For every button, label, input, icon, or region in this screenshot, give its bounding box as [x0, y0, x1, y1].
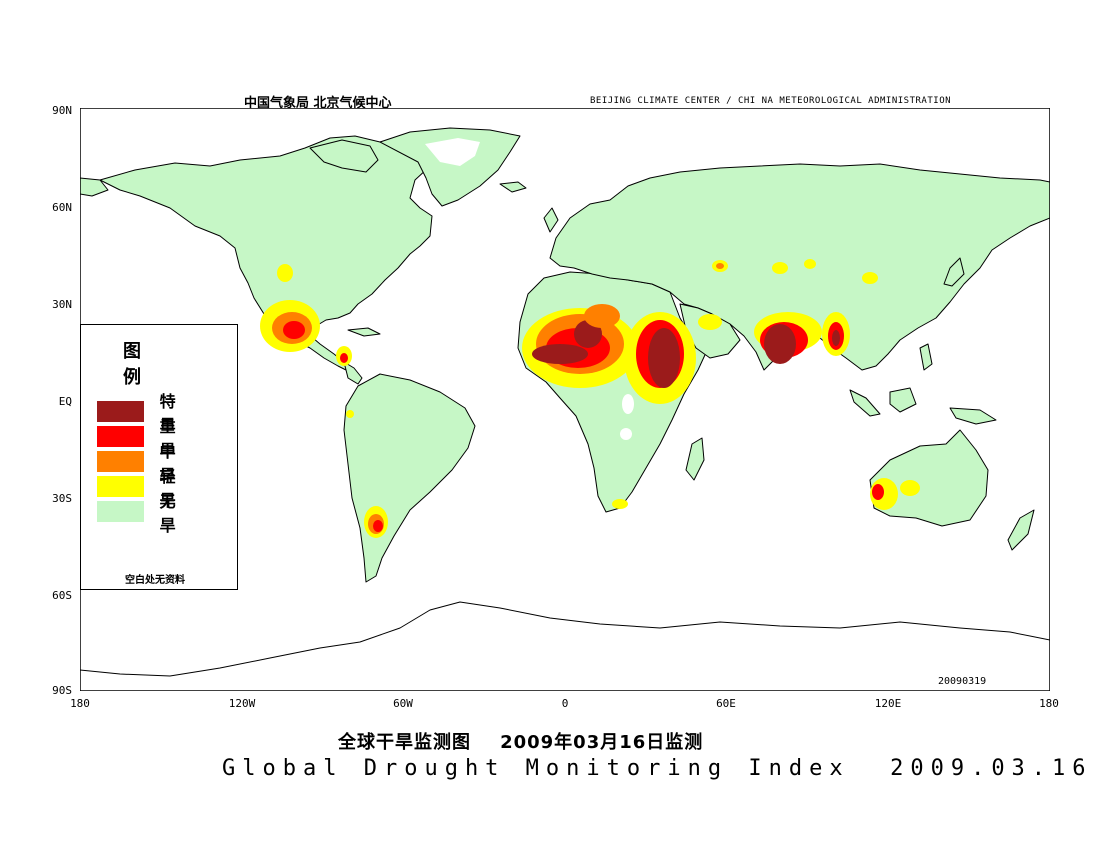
- drought-light-texas: [277, 264, 293, 282]
- drought-moderate-casia-1: [716, 263, 724, 269]
- land-borneo: [889, 387, 917, 413]
- lat-tick-90s: 90S: [52, 684, 72, 697]
- legend-item-extreme: 特 旱: [97, 392, 237, 435]
- lon-tick-120e: 120E: [874, 697, 902, 710]
- legend-swatch-extreme: [97, 401, 144, 422]
- land-australia: [869, 429, 989, 527]
- legend-note: 空白处无资料: [125, 575, 185, 586]
- land-arctic-islands: [309, 139, 379, 173]
- land-central-america: [343, 361, 363, 385]
- no-data-congo-2: [620, 428, 632, 440]
- drought-layer: [260, 259, 920, 538]
- land-madagascar: [685, 437, 705, 481]
- lon-tick-60w: 60W: [393, 697, 413, 710]
- drought-extreme-sahel: [532, 344, 588, 364]
- map-date-stamp: 20090319: [938, 676, 987, 687]
- lat-tick-60s: 60S: [52, 589, 72, 602]
- land-sumatra: [849, 389, 881, 417]
- lon-tick-0: 0: [561, 697, 569, 710]
- land-new-zealand: [1007, 509, 1035, 551]
- legend-item-none: 无 旱: [97, 492, 237, 535]
- legend-label-light: 轻 旱: [159, 466, 190, 510]
- lon-tick-120w: 120W: [228, 697, 256, 710]
- lon-tick-180e: 180: [1039, 697, 1059, 710]
- drought-severe-wa: [872, 484, 884, 500]
- land-cuba: [347, 327, 381, 337]
- legend-swatch-light: [97, 476, 144, 497]
- drought-severe-carib: [340, 353, 348, 363]
- greenland-icecap: [425, 138, 480, 166]
- land-japan: [943, 257, 965, 287]
- legend-label-moderate: 中 旱: [159, 441, 190, 485]
- lat-tick-60n: 60N: [52, 201, 72, 214]
- drought-extreme-india: [764, 324, 796, 364]
- legend-items: 特 旱 重 旱 中 旱 轻 旱 无 旱: [97, 392, 237, 535]
- lat-tick-30s: 30S: [52, 492, 72, 505]
- title-cn: 全球干旱监测图 2009年03月16日监测: [338, 732, 704, 753]
- land-uk: [543, 207, 559, 233]
- drought-light-casia-2: [772, 262, 788, 274]
- drought-extreme-horn: [648, 328, 680, 388]
- land-new-guinea: [949, 407, 997, 425]
- drought-extreme-seasia: [832, 330, 840, 346]
- land-antarctica: [80, 601, 1050, 691]
- land-philippines: [919, 343, 933, 371]
- lat-tick-eq: EQ: [58, 395, 72, 408]
- drought-light-casia-3: [804, 259, 816, 269]
- drought-light-south-africa: [612, 499, 628, 509]
- title-en: Global Drought Monitoring Index 2009.03.…: [222, 756, 1093, 781]
- drought-severe-argentina: [373, 520, 383, 532]
- lat-tick-90n: 90N: [52, 104, 72, 117]
- land-iceland: [499, 181, 527, 193]
- legend-swatch-severe: [97, 426, 144, 447]
- legend-swatch-none: [97, 501, 144, 522]
- no-data-congo-1: [622, 394, 634, 414]
- drought-light-peru: [346, 410, 354, 418]
- legend-item-severe: 重 旱: [97, 417, 237, 460]
- legend-label-none: 无 旱: [159, 491, 190, 535]
- drought-moderate-sahara: [584, 304, 620, 328]
- drought-severe-mexico: [283, 321, 305, 339]
- agency-en: BEIJING CLIMATE CENTER / CHI NA METEOROL…: [590, 96, 952, 106]
- legend-item-moderate: 中 旱: [97, 442, 237, 485]
- land-greenland: [379, 127, 521, 207]
- legend-swatch-moderate: [97, 451, 144, 472]
- lat-tick-30n: 30N: [52, 298, 72, 311]
- legend-label-extreme: 特 旱: [159, 391, 190, 435]
- drought-light-china: [862, 272, 878, 284]
- drought-light-mideast: [698, 314, 722, 330]
- lon-tick-180w: 180: [70, 697, 90, 710]
- legend-label-severe: 重 旱: [159, 416, 190, 460]
- drought-light-sa: [900, 480, 920, 496]
- legend-item-light: 轻 旱: [97, 467, 237, 510]
- legend-title: 图 例: [123, 341, 167, 388]
- drought-map: [80, 108, 1050, 691]
- legend: 图 例 特 旱 重 旱 中 旱 轻 旱 无 旱 空白处无资料: [80, 324, 238, 590]
- land-chukotka-west: [80, 177, 109, 197]
- no-data-layer: [620, 394, 634, 440]
- land-north-america: [99, 135, 433, 373]
- lon-tick-60e: 60E: [716, 697, 736, 710]
